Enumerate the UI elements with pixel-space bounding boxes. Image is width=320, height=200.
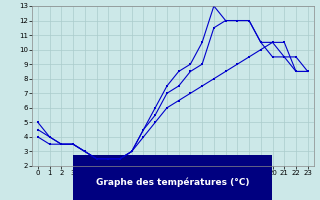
X-axis label: Graphe des températures (°C): Graphe des températures (°C)	[96, 178, 250, 187]
